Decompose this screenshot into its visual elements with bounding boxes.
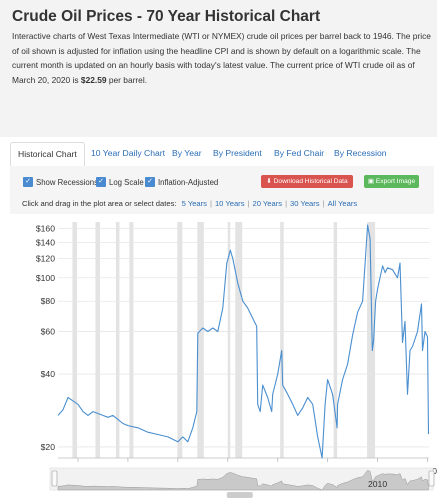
download-button-label: Download Historical Data: [273, 178, 348, 185]
navigator-right-handle[interactable]: [428, 470, 435, 487]
y-axis-labels: $20 $40 $60 $80 $100 $120 $140 $160: [36, 223, 55, 452]
show-recessions-label: Show Recessions: [36, 177, 98, 187]
zoom-prompt: Click and drag in the plot area or selec…: [22, 199, 177, 208]
y-tick-label: $160: [36, 223, 55, 233]
zoom-all-years[interactable]: All Years: [327, 199, 358, 208]
navigator-left-handle[interactable]: [51, 470, 58, 487]
recession-band: [280, 222, 284, 458]
zoom-30-years[interactable]: 30 Years: [290, 199, 320, 208]
zoom-separator: |: [322, 199, 325, 208]
price-line-layer: [57, 224, 430, 459]
download-historical-data-button[interactable]: ⬇ Download Historical Data: [261, 175, 353, 188]
download-icon: ⬇: [266, 178, 274, 185]
recession-band: [197, 222, 204, 458]
page-title: Crude Oil Prices - 70 Year Historical Ch…: [12, 8, 321, 25]
navigator-series: [57, 469, 429, 491]
intro-suffix: per barrel.: [106, 74, 148, 85]
show-recessions-checkbox[interactable]: ✓ Show Recessions: [23, 177, 98, 187]
export-button-label: Export Image: [375, 178, 416, 185]
y-tick-label: $40: [41, 369, 56, 379]
checkmark-icon: ✓: [23, 177, 33, 187]
recession-band: [129, 222, 134, 458]
log-scale-label: Log Scale: [109, 177, 144, 187]
recession-band: [72, 222, 77, 458]
y-tick-label: $140: [36, 237, 55, 247]
recession-band: [367, 222, 376, 458]
tab-historical-chart[interactable]: Historical Chart: [10, 142, 85, 167]
log-scale-checkbox[interactable]: ✓ Log Scale: [96, 177, 144, 187]
inflation-adjusted-checkbox[interactable]: ✓ Inflation-Adjusted: [145, 177, 218, 187]
zoom-row: Click and drag in the plot area or selec…: [22, 199, 357, 208]
y-tick-label: $80: [41, 296, 56, 306]
y-tick-label: $100: [36, 273, 55, 283]
y-tick-label: $20: [41, 442, 56, 452]
recession-bands: [72, 222, 376, 458]
tab-by-president[interactable]: By President: [213, 148, 262, 158]
inflation-adjusted-label: Inflation-Adjusted: [158, 177, 219, 187]
tab-by-fed-chair[interactable]: By Fed Chair: [274, 148, 325, 158]
zoom-separator: |: [285, 199, 288, 208]
navigator-scrollbar-thumb[interactable]: [226, 492, 253, 498]
recession-band: [95, 222, 100, 458]
chart-controls: ✓ Show Recessions ✓ Log Scale ✓ Inflation-A…: [10, 166, 434, 214]
tab-10-year-daily-chart[interactable]: 10 Year Daily Chart: [91, 148, 166, 158]
recession-band: [227, 222, 231, 458]
recession-band: [333, 222, 338, 458]
recession-band: [235, 222, 243, 458]
checkmark-icon: ✓: [96, 177, 106, 187]
header-section: Crude Oil Prices - 70 Year Historical Ch…: [0, 0, 437, 137]
tab-by-year[interactable]: By Year: [172, 148, 202, 158]
chart-tabs: Historical Chart 10 Year Daily Chart By …: [10, 142, 434, 167]
zoom-20-years[interactable]: 20 Years: [252, 199, 283, 208]
current-price: $22.59: [80, 74, 107, 85]
zoom-separator: |: [247, 199, 250, 208]
tab-by-recession[interactable]: By Recession: [334, 148, 387, 158]
recession-band: [115, 222, 120, 458]
intro-paragraph: Interactive charts of West Texas Interme…: [12, 29, 432, 87]
zoom-separator: |: [209, 199, 212, 208]
zoom-10-years[interactable]: 10 Years: [214, 199, 245, 208]
intro-text: Interactive charts of West Texas Interme…: [12, 31, 431, 85]
chart-navigator[interactable]: 2010: [49, 467, 435, 498]
checkmark-icon: ✓: [145, 177, 155, 187]
recession-band: [177, 222, 183, 458]
navigator-label: 2010: [368, 479, 387, 489]
export-image-button[interactable]: ▣ Export Image: [364, 175, 419, 188]
y-tick-label: $60: [41, 326, 56, 336]
oil-price-chart[interactable]: $20$40$60$80$100$120$140$160 19501960197…: [0, 214, 437, 500]
image-icon: ▣: [367, 178, 376, 185]
price-line: [57, 224, 430, 459]
zoom-5-years[interactable]: 5 Years: [181, 199, 207, 208]
y-tick-label: $120: [36, 254, 55, 264]
chart-gridlines: [58, 227, 429, 448]
